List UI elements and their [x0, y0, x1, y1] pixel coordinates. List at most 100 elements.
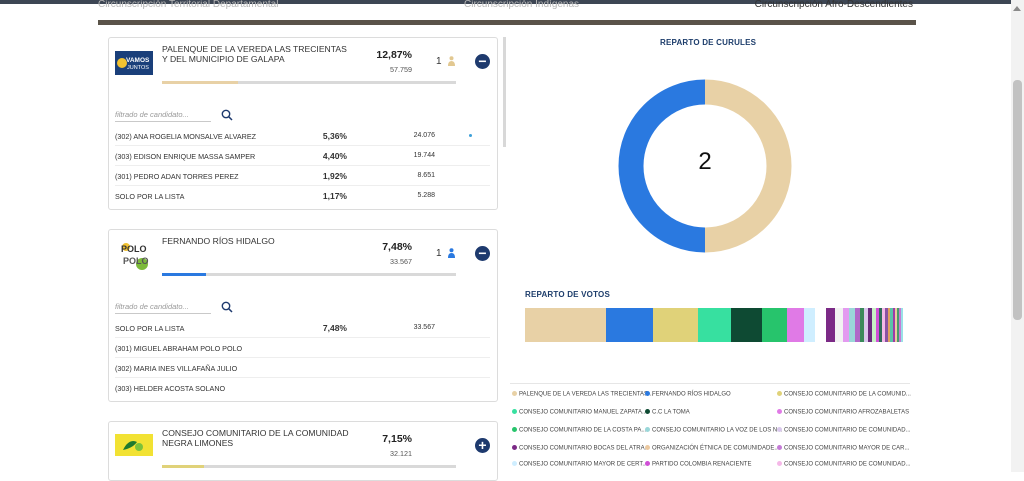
vote-segment-9[interactable] [825, 308, 836, 342]
legend-item[interactable]: CONSEJO COMUNITARIO DE COMUNIDAD... [777, 461, 911, 468]
circunscripcion-tabs: Circunscripción Territorial Departamenta… [98, 0, 916, 14]
vote-segment-15[interactable] [864, 308, 869, 342]
tab-underline [98, 20, 916, 25]
legend-item[interactable]: CONSEJO COMUNITARIO LA VOZ DE LOS N... [645, 427, 782, 434]
vote-segment-7[interactable] [803, 308, 816, 342]
tab-afro[interactable]: Circunscripción Afro-Descendientes [754, 0, 913, 10]
vote-segment-22[interactable] [887, 308, 891, 342]
legend-label: CONSEJO COMUNITARIO DE LA COSTA PA... [519, 427, 647, 434]
donut-segment-0[interactable] [704, 79, 792, 253]
vote-segment-18[interactable] [875, 308, 880, 342]
vote-segment-26[interactable] [897, 308, 900, 342]
candidate-row: (301) MIGUEL ABRAHAM POLO POLO [115, 338, 490, 358]
legend-dot-icon [777, 445, 782, 450]
candidate-percent: 4,40% [322, 151, 347, 161]
tab-indigenas[interactable]: Circunscripción Indígenas [464, 0, 580, 10]
votos-stacked-bar [525, 308, 904, 342]
legend-item[interactable]: PARTIDO COLOMBIA RENACIENTE [645, 461, 751, 468]
vote-segment-24[interactable] [892, 308, 896, 342]
legend-label: PARTIDO COLOMBIA RENACIENTE [652, 461, 752, 468]
legend-item[interactable]: CONSEJO COMUNITARIO BOCAS DEL ATRA... [512, 445, 650, 452]
list-votes: 32.121 [390, 449, 412, 458]
vote-segment-10[interactable] [835, 308, 844, 342]
candidate-percent: 7,48% [322, 323, 347, 333]
legend-dot-icon [777, 391, 782, 396]
legend-item[interactable]: CONSEJO COMUNITARIO DE COMUNIDAD... [777, 427, 911, 434]
vote-segment-2[interactable] [652, 308, 699, 342]
legend-item[interactable]: PALENQUE DE LA VEREDA LAS TRECIENTAS... [512, 391, 653, 398]
vote-segment-14[interactable] [859, 308, 865, 342]
candidate-name: SOLO POR LA LISTA [115, 324, 185, 333]
candidate-name: (302) ANA ROGELIA MONSALVE ALVAREZ [115, 132, 257, 141]
scroll-thumb[interactable] [1013, 80, 1022, 320]
candidate-name: (302) MARIA INES VILLAFAÑA JULIO [115, 364, 238, 373]
legend-item[interactable]: FERNANDO RÍOS HIDALGO [645, 391, 731, 398]
curules-donut-chart [618, 79, 792, 253]
list-percent: 7,15% [382, 433, 412, 445]
candidate-filter-input[interactable]: filtrado de candidato... [115, 302, 211, 314]
search-icon[interactable] [221, 109, 233, 121]
vote-segment-3[interactable] [697, 308, 732, 342]
list-name: PALENQUE DE LA VEREDA LAS TRECIENTAS Y D… [162, 44, 347, 64]
vote-segment-21[interactable] [885, 308, 889, 342]
vote-segment-17[interactable] [872, 308, 877, 342]
candidate-percent: 1,92% [322, 171, 347, 181]
donut-segment-1[interactable] [618, 79, 706, 253]
vote-segment-23[interactable] [890, 308, 894, 342]
vote-segment-0[interactable] [525, 308, 607, 342]
list-card-negra-limones: CONSEJO COMUNITARIO DE LA COMUNIDAD NEGR… [108, 421, 498, 481]
vote-segment-8[interactable] [814, 308, 827, 342]
svg-text:POLO: POLO [123, 256, 149, 266]
legend-item[interactable]: CONSEJO COMUNITARIO MAYOR DE CERT... [512, 461, 647, 468]
legend-label: ORGANIZACIÓN ÉTNICA DE COMUNIDADE... [652, 445, 780, 452]
vote-segment-20[interactable] [882, 308, 886, 342]
legend-label: CONSEJO COMUNITARIO MANUEL ZAPATA... [519, 409, 648, 416]
legend-item[interactable]: CONSEJO COMUNITARIO MAYOR DE CAR... [777, 445, 909, 452]
list-scrollbar[interactable] [503, 37, 506, 147]
legend-dot-icon [512, 461, 517, 466]
percent-bar [162, 273, 456, 276]
legend-item[interactable]: C.C LA TOMA [645, 409, 690, 416]
legend-dot-icon [512, 391, 517, 396]
candidate-percent: 5,36% [322, 131, 347, 141]
legend-item[interactable]: CONSEJO COMUNITARIO MANUEL ZAPATA... [512, 409, 647, 416]
legend-item[interactable]: CONSEJO COMUNITARIO DE LA COSTA PA... [512, 427, 646, 434]
collapse-button[interactable]: − [475, 246, 490, 261]
elected-dot [469, 134, 472, 137]
vote-segment-1[interactable] [605, 308, 654, 342]
legend-dot-icon [645, 409, 650, 414]
legend-item[interactable]: ORGANIZACIÓN ÉTNICA DE COMUNIDADE... [645, 445, 779, 452]
seat-count: 1 [436, 248, 442, 259]
candidate-name: (303) EDISON ENRIQUE MASSA SAMPER [115, 152, 256, 161]
vote-segment-28[interactable] [901, 308, 904, 342]
vote-segment-12[interactable] [848, 308, 856, 342]
candidate-name: (301) MIGUEL ABRAHAM POLO POLO [115, 344, 243, 353]
svg-text:POLO: POLO [121, 244, 147, 254]
legend-item[interactable]: CONSEJO COMUNITARIO DE LA COMUNID... [777, 391, 911, 398]
candidate-row: SOLO POR LA LISTA 1,17% 5.288 [115, 186, 490, 206]
vote-segment-11[interactable] [842, 308, 850, 342]
vote-segment-6[interactable] [786, 308, 805, 342]
vote-segment-19[interactable] [879, 308, 883, 342]
legend-item[interactable]: CONSEJO COMUNITARIO AFROZABALETAS [777, 409, 909, 416]
scroll-up-arrow[interactable] [1013, 6, 1021, 11]
percent-bar [162, 465, 456, 468]
list-name: CONSEJO COMUNITARIO DE LA COMUNIDAD NEGR… [162, 428, 349, 448]
vote-segment-25[interactable] [895, 308, 898, 342]
candidate-votes: 33.567 [413, 324, 435, 331]
candidate-filter-input[interactable]: filtrado de candidato... [115, 110, 211, 122]
tab-territorial[interactable]: Circunscripción Territorial Departamenta… [98, 0, 279, 10]
collapse-button[interactable]: − [475, 54, 490, 69]
vote-segment-4[interactable] [730, 308, 763, 342]
expand-button[interactable]: + [475, 438, 490, 453]
search-icon[interactable] [221, 301, 233, 313]
list-name: FERNANDO RÍOS HIDALGO [162, 236, 275, 246]
vote-segment-13[interactable] [854, 308, 861, 342]
legend-label: CONSEJO COMUNITARIO AFROZABALETAS [784, 409, 910, 416]
candidate-row: (303) HELDER ACOSTA SOLANO [115, 378, 490, 398]
vote-segment-16[interactable] [868, 308, 873, 342]
list-percent: 7,48% [382, 241, 412, 253]
legend-label: CONSEJO COMUNITARIO DE LA COMUNID... [784, 391, 911, 398]
vote-segment-27[interactable] [899, 308, 902, 342]
vote-segment-5[interactable] [762, 308, 788, 342]
